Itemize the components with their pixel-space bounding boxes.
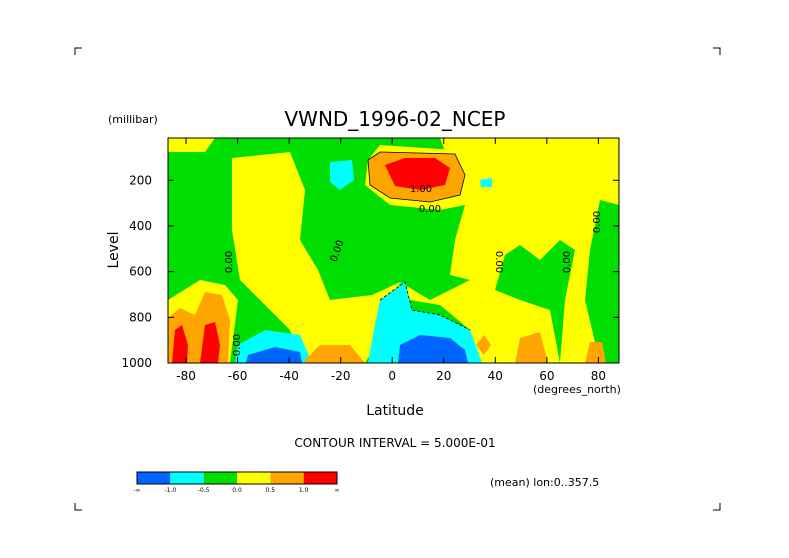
contour-fill [585,342,606,363]
chart-title: VWND_1996-02_NCEP [284,107,505,131]
colorbar-swatch [237,472,271,484]
colorbar-swatch [137,472,171,484]
x-tick-label: -80 [176,369,196,383]
contour-label: 0.00 [419,204,441,215]
colorbar-swatch [170,472,204,484]
contour-fill [172,325,188,363]
plot-frame [167,137,620,364]
colorbar-label: ∞ [335,487,340,494]
contour-lines [367,151,471,331]
x-tick-label: 0 [388,369,396,383]
contour-fill [305,345,365,363]
x-tick-label: 60 [539,369,554,383]
contour-fill [168,138,215,152]
x-tick-label: 80 [591,369,606,383]
y-tick-label: 200 [129,173,152,187]
contour-label: 0.00 [592,211,603,233]
y-tick-label: 400 [129,219,152,233]
x-tick-label: 20 [436,369,451,383]
contour-fill [476,335,491,355]
axes: -80 -60 -40 -20 0 20 40 60 80 200 400 600 800 1000 [121,138,619,383]
contour-label: 0.00 [562,251,573,273]
contour-label: 0.00 [493,251,504,273]
contour-fill [515,332,548,363]
contour-fill [246,347,302,363]
contour-label: 0.00 [224,251,235,273]
contour-fills [168,138,619,363]
contour-fill [232,152,400,363]
colorbar-label: -0.5 [198,487,210,494]
contour-line [379,281,471,331]
x-tick-label: -40 [279,369,299,383]
x-axis-label: Latitude [366,403,424,419]
corner-marks [74,47,721,511]
y-tick-label: 1000 [121,356,152,370]
colorbar-label: -∞ [133,487,140,494]
colorbar-label: 0.0 [232,487,242,494]
contour-label: 1.00 [410,184,432,195]
y-axis-label: Level [106,232,122,269]
x-tick-label: -60 [228,369,248,383]
x-units: (degrees_north) [533,383,621,396]
contour-fill [200,322,220,363]
contour-fill [398,335,468,363]
colorbar-swatch [303,472,337,484]
colorbar-swatch [203,472,237,484]
y-tick-label: 600 [129,265,152,279]
colorbar-label: -1.0 [164,487,176,494]
colorbar-label: 0.5 [266,487,276,494]
colorbar: -∞ -1.0 -0.5 0.0 0.5 1.0 ∞ [133,471,340,494]
contour-fill [330,160,354,190]
y-units: (millibar) [108,113,158,126]
average-note: (mean) lon:0..357.5 [490,476,599,489]
contour-line [367,151,466,203]
contour-fill [480,178,492,187]
colorbar-frame [136,471,338,485]
x-tick-label: -20 [331,369,351,383]
x-tick-label: 40 [488,369,503,383]
colorbar-swatch [270,472,304,484]
contour-interval: CONTOUR INTERVAL = 5.000E-01 [294,436,495,450]
colorbar-label: 1.0 [299,487,309,494]
contour-label: 0.00 [232,334,243,356]
y-tick-label: 800 [129,310,152,324]
contour-fill [440,138,619,363]
contour-fill [385,158,450,190]
